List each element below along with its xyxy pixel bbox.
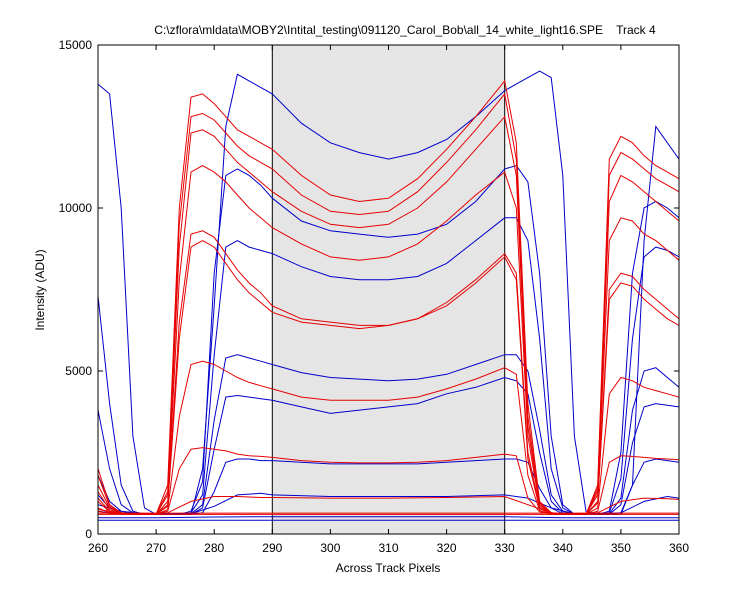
y-axis: 0 5000 10000 15000 [59, 38, 679, 541]
shaded-region [272, 45, 505, 534]
x-tick-label: 310 [378, 541, 398, 555]
x-tick-label: 320 [437, 541, 457, 555]
series-line-13 [98, 165, 679, 515]
x-tick-label: 260 [88, 541, 108, 555]
y-axis-label: Intensity (ADU) [33, 249, 47, 330]
series-line-15 [98, 240, 679, 515]
x-tick-label: 280 [204, 541, 224, 555]
x-axis-label: Across Track Pixels [336, 561, 441, 575]
y-tick-label: 15000 [59, 38, 93, 52]
x-axis: 260 270 280 290 300 310 320 330 340 350 360 [88, 45, 689, 555]
series-group [98, 70, 679, 521]
x-tick-label: 340 [553, 541, 573, 555]
y-tick-label: 5000 [65, 364, 92, 378]
chart-title: C:\zflora\mldata\MOBY2\Intital_testing\0… [154, 23, 656, 37]
series-line-8 [98, 516, 679, 519]
x-tick-label: 300 [320, 541, 340, 555]
series-line-16 [98, 360, 679, 515]
x-tick-label: 270 [146, 541, 166, 555]
y-tick-label: 10000 [59, 201, 93, 215]
x-tick-label: 330 [495, 541, 515, 555]
y-tick-label: 0 [85, 527, 92, 541]
x-tick-label: 360 [669, 541, 689, 555]
series-line-12 [98, 115, 679, 515]
x-tick-label: 350 [611, 541, 631, 555]
x-tick-label: 290 [262, 541, 282, 555]
series-line-18 [98, 495, 679, 515]
series-line-17 [98, 447, 679, 515]
